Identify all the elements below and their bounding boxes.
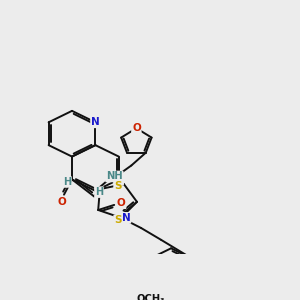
Text: S: S bbox=[114, 215, 122, 225]
Text: OCH₃: OCH₃ bbox=[136, 294, 164, 300]
Text: H: H bbox=[95, 187, 103, 197]
Text: O: O bbox=[117, 198, 126, 208]
Text: O: O bbox=[132, 123, 141, 133]
Text: H: H bbox=[63, 177, 71, 187]
Text: N: N bbox=[122, 213, 130, 223]
Text: N: N bbox=[91, 117, 100, 127]
Text: O: O bbox=[58, 197, 66, 207]
Text: NH: NH bbox=[106, 172, 123, 182]
Text: S: S bbox=[114, 181, 122, 191]
Text: N: N bbox=[114, 174, 123, 184]
